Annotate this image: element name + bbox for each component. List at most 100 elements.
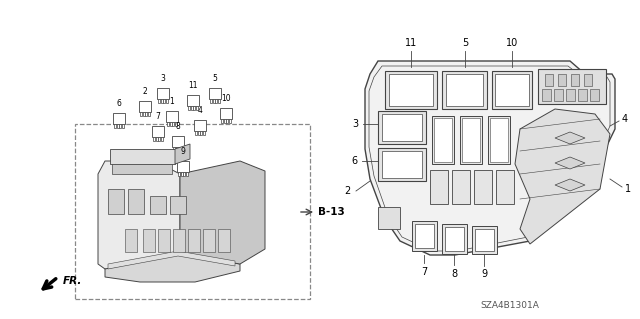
Text: 6: 6 [116,99,122,108]
Bar [128,189,144,214]
Bar [462,118,480,162]
Bar [188,106,190,110]
Bar [229,119,231,123]
Bar [221,119,223,123]
Bar [389,74,433,106]
Polygon shape [173,229,185,252]
Bar [213,99,214,103]
Bar [177,161,189,172]
Bar [179,147,180,151]
Bar [167,122,169,126]
Text: 9: 9 [180,147,186,156]
Polygon shape [180,161,265,264]
Text: 4: 4 [198,106,202,115]
Bar [181,172,182,176]
Bar [488,116,510,164]
Text: 10: 10 [221,94,231,103]
Bar [158,99,160,103]
Bar [194,120,206,131]
Bar [442,224,467,254]
Text: FR.: FR. [63,276,83,286]
Bar [172,136,184,147]
Polygon shape [515,109,610,244]
Bar [545,74,553,86]
Bar [181,147,183,151]
Text: 11: 11 [405,38,417,48]
Polygon shape [218,229,230,252]
Bar [157,88,169,99]
Bar [122,124,124,128]
Bar [415,224,434,248]
Bar [156,137,157,141]
Text: 7: 7 [156,112,161,121]
Polygon shape [158,229,170,252]
Text: 9: 9 [481,269,487,279]
Bar [495,74,529,106]
Text: 7: 7 [421,267,427,277]
Bar [209,88,221,99]
Polygon shape [125,229,137,252]
Bar [558,74,566,86]
Polygon shape [188,229,200,252]
Bar [492,71,532,109]
Bar [143,112,145,116]
Text: 5: 5 [462,38,468,48]
Bar [140,112,142,116]
Bar [114,124,116,128]
Bar [170,122,172,126]
Polygon shape [175,144,190,164]
Bar [166,111,178,122]
Text: SZA4B1301A: SZA4B1301A [481,300,540,309]
Bar [215,99,217,103]
Text: 11: 11 [188,81,198,90]
Bar [145,112,147,116]
Bar [196,106,198,110]
Bar [382,151,422,178]
Bar [193,106,195,110]
Polygon shape [555,132,585,144]
Bar [474,170,492,204]
Text: 10: 10 [506,38,518,48]
Bar [472,226,497,254]
Bar [496,170,514,204]
Bar [186,172,188,176]
Bar [224,119,226,123]
Text: 1: 1 [170,97,174,106]
Bar [75,124,310,299]
Polygon shape [110,149,175,164]
Bar [153,137,155,141]
Bar [446,74,483,106]
Bar [172,122,174,126]
Bar [218,99,220,103]
Bar [434,118,452,162]
Bar [542,89,551,101]
Bar [163,99,165,103]
Bar [442,71,487,109]
Text: 3: 3 [161,74,165,83]
Bar [452,170,470,204]
Bar [378,207,400,229]
Bar [200,131,202,135]
Bar [178,172,180,176]
Text: 8: 8 [451,269,457,279]
Bar [173,147,175,151]
Bar [210,99,212,103]
Polygon shape [143,229,155,252]
Text: 3: 3 [352,119,358,129]
Bar [187,95,199,106]
Bar [378,148,426,181]
Polygon shape [105,254,240,282]
Polygon shape [108,251,235,269]
Bar [161,99,163,103]
Text: 8: 8 [175,122,180,131]
Bar [170,196,186,214]
Bar [460,116,482,164]
Bar [183,172,185,176]
Polygon shape [555,179,585,191]
Polygon shape [555,157,585,169]
Polygon shape [98,161,180,269]
Text: B-13: B-13 [318,207,345,217]
Bar [191,106,193,110]
Bar [227,119,228,123]
Bar [538,69,606,104]
